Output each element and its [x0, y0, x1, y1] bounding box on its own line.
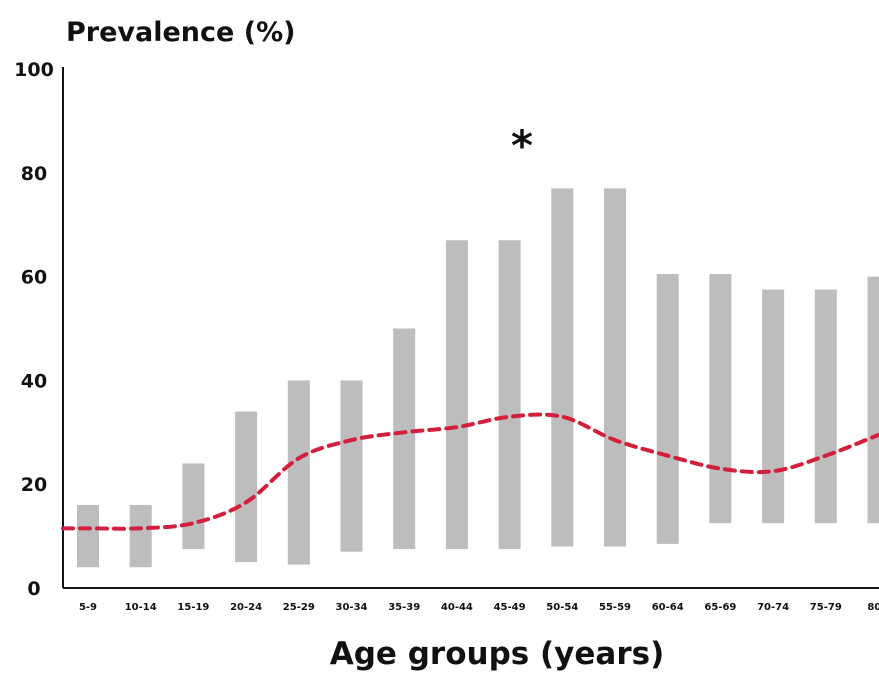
y-tick-label: 40 — [21, 370, 47, 392]
x-tick-label: 65-69 — [704, 602, 736, 613]
bar-15-19 — [182, 463, 204, 549]
bar-25-29 — [288, 380, 310, 564]
x-axis-label: Age groups (years) — [330, 636, 665, 672]
bar-40-44 — [446, 240, 468, 549]
x-tick-label: 40-44 — [441, 602, 473, 613]
x-tick-label: 45-49 — [494, 602, 526, 613]
bar-50-54 — [551, 188, 573, 546]
bar-10-14 — [130, 505, 152, 567]
x-tick-label: 60-64 — [652, 602, 684, 613]
x-tick-label: 80+ — [867, 602, 879, 613]
bar-30-34 — [341, 380, 363, 551]
y-tick-label: 100 — [14, 59, 54, 81]
x-tick-label: 20-24 — [230, 602, 262, 613]
y-ticks-layer: 0 20 40 60 80 100 — [14, 59, 54, 600]
x-tick-label: 55-59 — [599, 602, 631, 613]
x-tick-label: 25-29 — [283, 602, 315, 613]
bar-80+ — [868, 277, 879, 524]
y-tick-label: 20 — [21, 474, 47, 496]
bar-45-49 — [499, 240, 521, 549]
x-tick-label: 35-39 — [388, 602, 420, 613]
x-tick-label: 70-74 — [757, 602, 789, 613]
x-tick-label: 75-79 — [810, 602, 842, 613]
x-tick-label: 30-34 — [336, 602, 368, 613]
x-tick-label: 10-14 — [125, 602, 157, 613]
x-tick-label: 5-9 — [79, 602, 97, 613]
bar-70-74 — [762, 290, 784, 524]
bar-5-9 — [77, 505, 99, 567]
significance-asterisk: * — [511, 121, 533, 170]
y-tick-label: 0 — [27, 578, 40, 600]
x-tick-label: 15-19 — [177, 602, 209, 613]
bar-20-24 — [235, 412, 257, 563]
chart-title: Prevalence (%) — [66, 17, 295, 48]
bar-75-79 — [815, 290, 837, 524]
bars-layer — [77, 188, 879, 567]
bar-55-59 — [604, 188, 626, 546]
x-tick-label: 50-54 — [546, 602, 578, 613]
bar-35-39 — [393, 329, 415, 550]
x-ticks-layer: 5-9 10-14 15-19 20-24 25-29 30-34 35-39 40-44 45… — [79, 602, 879, 613]
bar-65-69 — [709, 274, 731, 523]
y-tick-label: 60 — [21, 267, 47, 289]
bar-60-64 — [657, 274, 679, 544]
y-tick-label: 80 — [21, 163, 47, 185]
